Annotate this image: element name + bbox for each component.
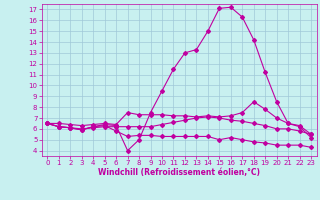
X-axis label: Windchill (Refroidissement éolien,°C): Windchill (Refroidissement éolien,°C): [98, 168, 260, 177]
